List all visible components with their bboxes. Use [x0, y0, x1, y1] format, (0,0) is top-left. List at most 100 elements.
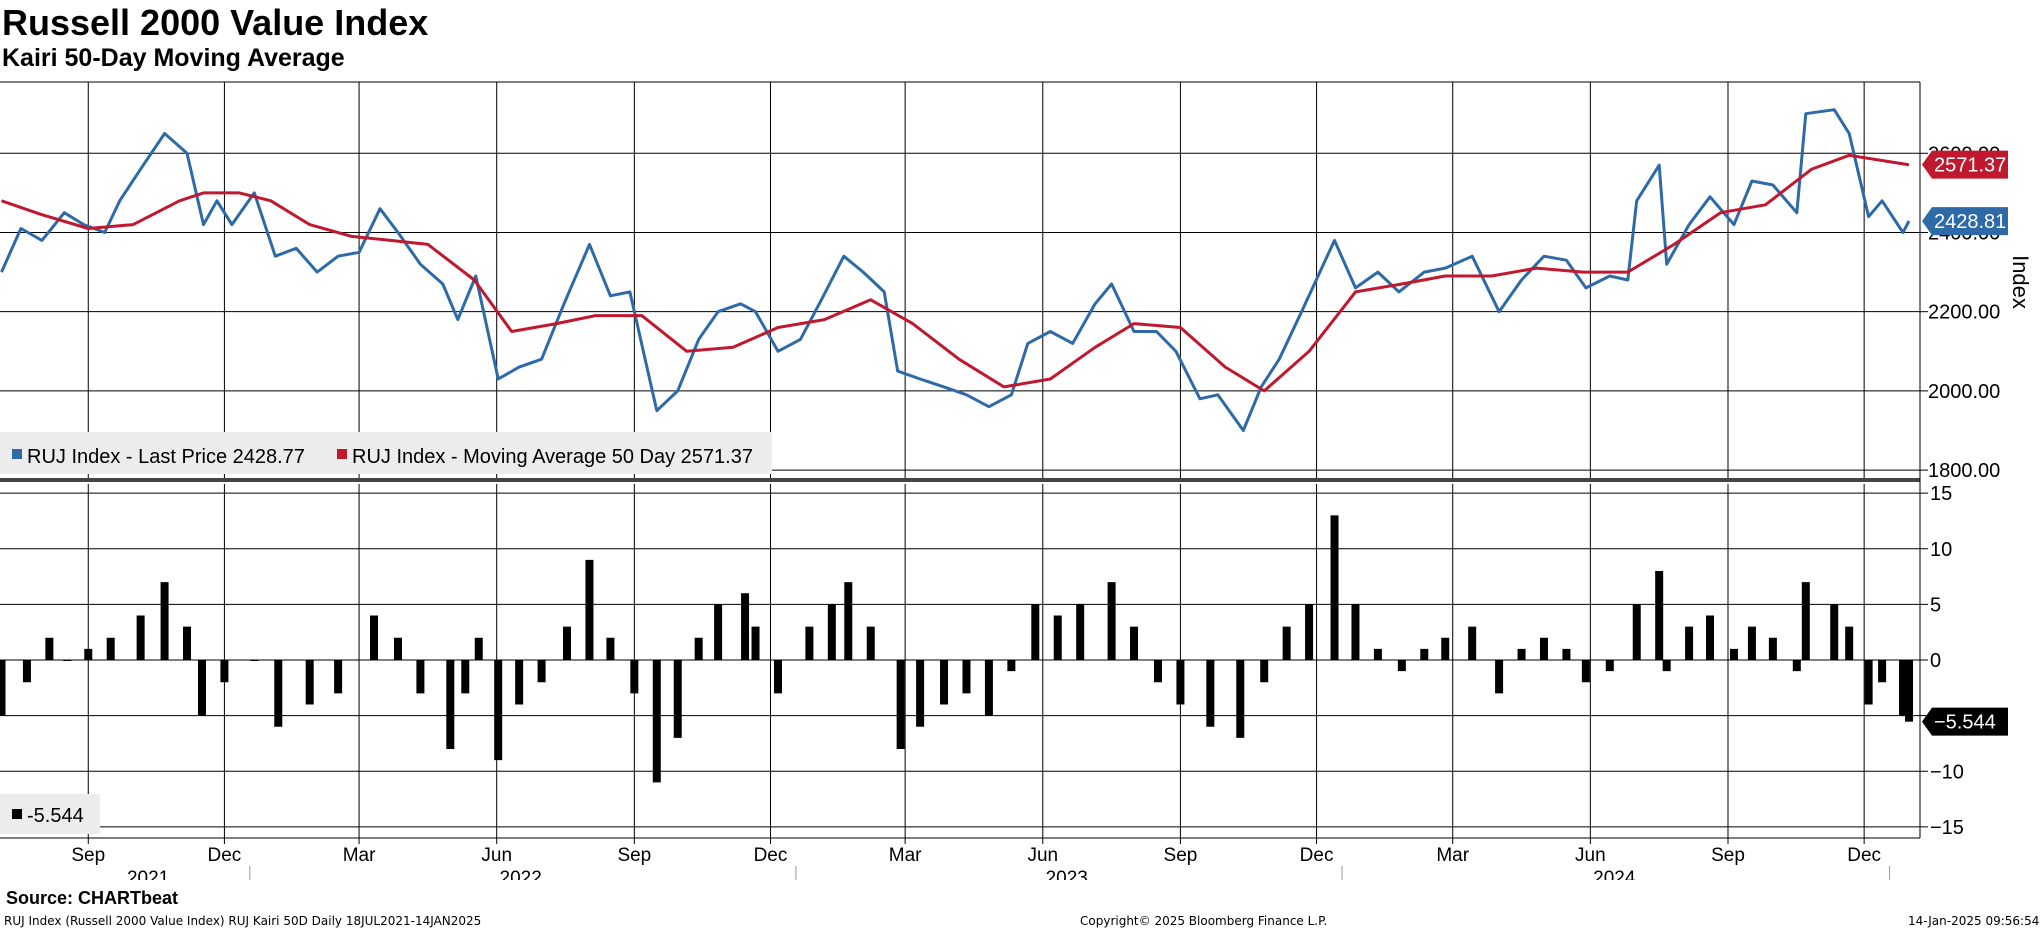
y-tick-label-lower: 5: [1930, 594, 1941, 616]
kairi-bar: [1468, 626, 1477, 660]
x-month-label: Dec: [1847, 845, 1881, 866]
y-tick-label-upper: 2000.00: [1928, 381, 2000, 403]
kairi-bar: [896, 660, 905, 749]
x-year-label: 2021: [127, 868, 169, 880]
legend-label-kairi: -5.544: [27, 805, 84, 827]
kairi-bar: [446, 660, 455, 749]
kairi-last-value-flag: −5.544: [1922, 707, 2008, 736]
price-last-value-flag-text: 2428.81: [1934, 211, 2006, 233]
kairi-bar: [751, 626, 760, 660]
kairi-bar: [1441, 637, 1450, 660]
x-month-label: Jun: [1575, 845, 1606, 866]
kairi-bar: [741, 593, 750, 660]
kairi-bar: [916, 660, 925, 727]
y-tick-label-upper: 1800.00: [1928, 460, 2000, 482]
kairi-bar: [585, 559, 594, 660]
kairi-bar: [805, 626, 814, 660]
kairi-bar: [1373, 648, 1382, 660]
kairi-bar: [1605, 660, 1614, 672]
x-month-label: Sep: [71, 845, 105, 866]
kairi-bar: [563, 626, 572, 660]
series-description: RUJ Index (Russell 2000 Value Index) RUJ…: [4, 914, 482, 928]
y-tick-label-lower: 10: [1930, 539, 1952, 561]
legend-swatch-kairi: [12, 809, 22, 819]
legend-swatch-ma: [337, 449, 347, 459]
kairi-bar: [45, 637, 54, 660]
kairi-bar: [694, 637, 703, 660]
kairi-bar: [334, 660, 343, 694]
x-month-label: Sep: [1711, 845, 1745, 866]
kairi-bar: [962, 660, 971, 694]
x-month-label: Mar: [1436, 845, 1469, 866]
kairi-bar: [197, 660, 206, 716]
kairi-bar: [940, 660, 949, 705]
kairi-bar: [220, 660, 229, 683]
x-month-label: Dec: [754, 845, 788, 866]
x-year-label: 2022: [500, 868, 542, 880]
copyright-note: Copyright© 2025 Bloomberg Finance L.P.: [1080, 914, 1328, 928]
y-tick-label-lower: −15: [1930, 817, 1964, 839]
kairi-bar: [1747, 626, 1756, 660]
kairi-bar: [305, 660, 314, 705]
moving-average-line: [1, 153, 1910, 393]
kairi-bar: [1706, 615, 1715, 660]
kairi-bar: [1053, 615, 1062, 660]
x-month-label: Dec: [208, 845, 242, 866]
kairi-bar: [63, 660, 72, 661]
kairi-bar: [183, 626, 192, 660]
ma-last-value-flag-shape: [1922, 150, 2008, 179]
x-month-label: Jun: [481, 845, 512, 866]
price-line: [0, 108, 1911, 432]
kairi-bar: [1899, 660, 1908, 716]
kairi-bar: [1495, 660, 1504, 694]
kairi-bar: [416, 660, 425, 694]
kairi-bar: [1076, 604, 1085, 660]
kairi-bar: [773, 660, 782, 694]
kairi-bar: [1581, 660, 1590, 683]
kairi-bar: [393, 637, 402, 660]
kairi-bar: [1792, 660, 1801, 672]
kairi-last-value-flag-shape: [1922, 707, 2008, 736]
y-axis-title: Index: [2008, 255, 2033, 309]
kairi-bar: [1282, 626, 1291, 660]
kairi-bar: [160, 582, 169, 660]
kairi-bar: [1130, 626, 1139, 660]
ma-last-value-flag: 2571.37: [1922, 150, 2008, 179]
x-month-label: Sep: [1164, 845, 1198, 866]
kairi-bar: [1830, 604, 1839, 660]
kairi-bar: [1305, 604, 1314, 660]
kairi-bar: [984, 660, 993, 716]
kairi-bar: [1801, 582, 1810, 660]
kairi-bar: [1905, 660, 1914, 722]
kairi-bar: [1539, 637, 1548, 660]
kairi-bar: [1845, 626, 1854, 660]
kairi-bar: [1864, 660, 1873, 705]
kairi-bar: [0, 660, 6, 716]
kairi-bar: [1420, 648, 1429, 660]
upper-legend: RUJ Index - Last Price 2428.77 RUJ Index …: [0, 432, 772, 474]
kairi-bar: [1562, 648, 1571, 660]
kairi-bar: [1878, 660, 1887, 683]
timestamp: 14-Jan-2025 09:56:54: [1908, 914, 2040, 928]
kairi-bar: [1330, 515, 1339, 660]
kairi-bar: [474, 637, 483, 660]
legend-label-price: RUJ Index - Last Price 2428.77: [27, 446, 305, 468]
x-month-label: Dec: [1300, 845, 1334, 866]
price-last-value-flag: 2428.81: [1922, 207, 2008, 236]
ma-last-value-flag-text: 2571.37: [1934, 155, 2006, 177]
x-month-label: Jun: [1027, 845, 1058, 866]
kairi-bar: [1397, 660, 1406, 672]
kairi-bar: [22, 660, 31, 683]
legend-swatch-price: [12, 449, 22, 459]
x-year-label: 2024: [1593, 868, 1636, 880]
kairi-bar: [250, 660, 259, 661]
chart-title: Russell 2000 Value Index: [2, 2, 429, 43]
kairi-bar: [1176, 660, 1185, 705]
kairi-bar: [106, 637, 115, 660]
kairi-bar: [1517, 648, 1526, 660]
kairi-bar: [136, 615, 145, 660]
kairi-bar: [1031, 604, 1040, 660]
kairi-bar: [1260, 660, 1269, 683]
x-month-label: Mar: [343, 845, 376, 866]
kairi-bar: [1685, 626, 1694, 660]
